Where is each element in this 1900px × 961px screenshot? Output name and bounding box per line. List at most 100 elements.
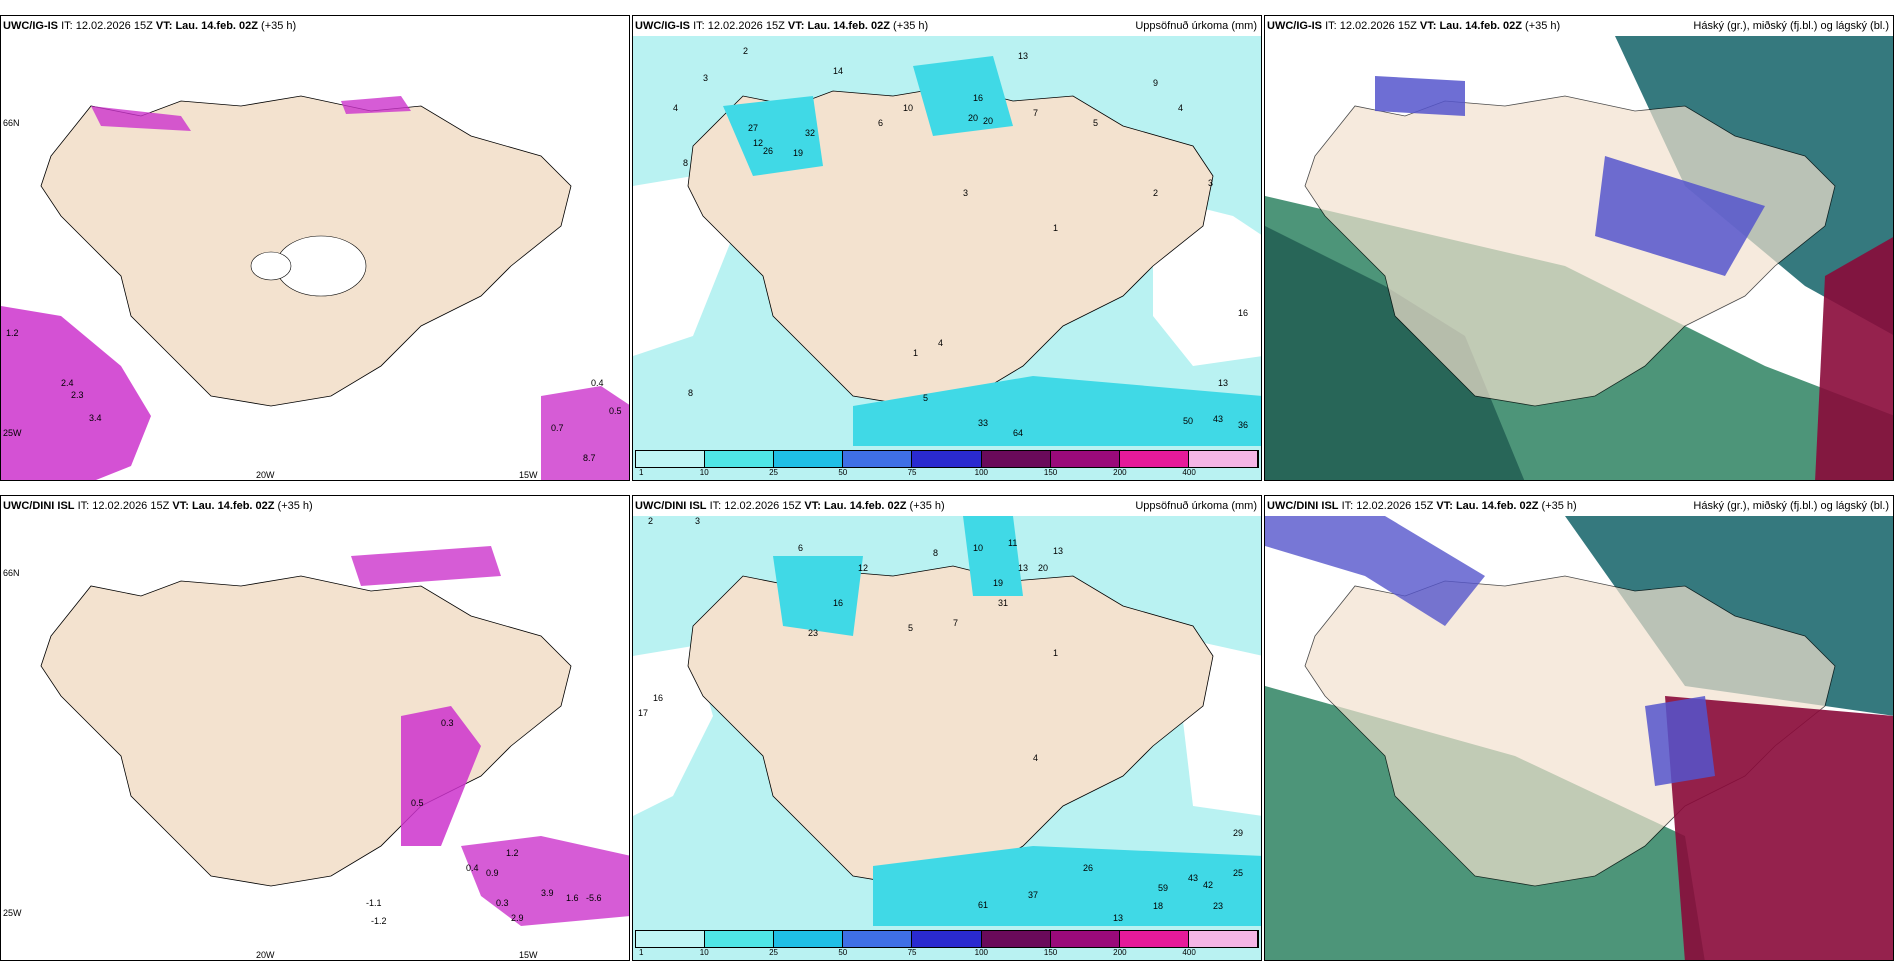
- value-label: 1.2: [6, 328, 19, 338]
- value-label: 5: [908, 623, 913, 633]
- value-label: 20: [1038, 563, 1048, 573]
- value-label: 20: [983, 116, 993, 126]
- precip-area: [351, 546, 501, 586]
- value-label: 0.9: [486, 868, 499, 878]
- cloud-mid: [1375, 76, 1465, 116]
- value-label: 6: [798, 543, 803, 553]
- value-label: 3.4: [89, 413, 102, 423]
- value-label: 23: [808, 628, 818, 638]
- lon-label: 15W: [519, 470, 538, 480]
- lat-label: 66N: [3, 568, 20, 578]
- value-label: 14: [833, 66, 843, 76]
- value-label: 13: [1018, 51, 1028, 61]
- value-label: 16: [973, 93, 983, 103]
- scale-tick: 400: [1182, 948, 1196, 957]
- value-label: 8: [688, 388, 693, 398]
- scale-tick: 100: [974, 948, 988, 957]
- value-label: 64: [1013, 428, 1023, 438]
- panel-igis-precip: UWC/IG-IS IT: 12.02.2026 15Z VT: Lau. 14…: [632, 15, 1262, 481]
- value-label: 5: [1093, 118, 1098, 128]
- value-label: 10: [903, 103, 913, 113]
- precip-area: [913, 56, 1013, 136]
- value-label: 13: [1018, 563, 1028, 573]
- value-label: 1: [1053, 223, 1058, 233]
- wind-map: 1.2 2.4 2.3 3.4 0.4 0.5 0.7 8.7 66N 25W …: [1, 36, 629, 480]
- precip-area: [91, 106, 191, 131]
- precip-area: [963, 516, 1023, 596]
- value-label: 0.5: [609, 406, 622, 416]
- lon-label: 20W: [256, 950, 275, 960]
- value-label: 6: [878, 118, 883, 128]
- value-label: 18: [1153, 901, 1163, 911]
- value-label: 1.2: [506, 848, 519, 858]
- lon-label: 20W: [256, 470, 275, 480]
- precip-area: [723, 96, 823, 176]
- panel-subtitle: Uppsöfnuð úrkoma (mm): [1135, 20, 1257, 32]
- value-label: 3.9: [541, 888, 554, 898]
- value-label: 23: [1213, 901, 1223, 911]
- cloud-dark: [1265, 226, 1525, 480]
- scale-tick: 1: [639, 468, 644, 477]
- value-label: 0.4: [466, 863, 479, 873]
- value-label: 32: [805, 128, 815, 138]
- value-label: 8: [683, 158, 688, 168]
- value-label: 7: [1033, 108, 1038, 118]
- value-label: 4: [938, 338, 943, 348]
- precip-area: [1, 306, 151, 480]
- wind-map: 0.3 0.5 0.4 0.9 1.2 3.9 1.6 -5.6 2.9 0.3…: [1, 516, 629, 960]
- value-label: -5.6: [586, 893, 602, 903]
- value-label: 5: [923, 393, 928, 403]
- panel-header: UWC/IG-IS IT: 12.02.2026 15Z VT: Lau. 14…: [3, 20, 297, 32]
- value-label: 26: [1083, 863, 1093, 873]
- value-label: -1.2: [371, 916, 387, 926]
- scale-tick: 150: [1043, 948, 1058, 957]
- value-label: 3: [703, 73, 708, 83]
- value-label: 4: [673, 103, 678, 113]
- value-label: 2: [648, 516, 653, 526]
- value-label: 2.9: [511, 913, 524, 923]
- value-label: 19: [793, 148, 803, 158]
- value-label: 19: [993, 578, 1003, 588]
- value-label: 1: [1053, 648, 1058, 658]
- value-label: 25: [1233, 868, 1243, 878]
- panel-dini-wind: UWC/DINI ISL IT: 12.02.2026 15Z VT: Lau.…: [0, 495, 630, 961]
- panel-header: UWC/DINI ISL IT: 12.02.2026 15Z VT: Lau.…: [1265, 496, 1893, 516]
- value-label: 16: [653, 693, 663, 703]
- value-label: 43: [1213, 414, 1223, 424]
- cloud-map: [1265, 516, 1893, 960]
- value-label: 2: [1153, 188, 1158, 198]
- value-label: 17: [638, 708, 648, 718]
- precip-color-scale: 1 10 25 50 75 100 150 200 400: [635, 450, 1259, 477]
- value-label: 2: [743, 46, 748, 56]
- scale-tick: 1: [639, 948, 644, 957]
- land-iceland: [687, 565, 1214, 887]
- precip-area: [341, 96, 411, 114]
- value-label: 2.4: [61, 378, 74, 388]
- panel-header: UWC/IG-IS IT: 12.02.2026 15Z VT: Lau. 14…: [1265, 16, 1893, 36]
- panel-header: UWC/DINI ISL IT: 12.02.2026 15Z VT: Lau.…: [633, 496, 1261, 516]
- value-label: 8.7: [583, 453, 596, 463]
- value-label: 13: [1053, 546, 1063, 556]
- land-iceland: [40, 575, 572, 887]
- value-label: 0.7: [551, 423, 564, 433]
- precip-area: [853, 376, 1261, 446]
- lon-label: 25W: [3, 908, 22, 918]
- value-label: 59: [1158, 883, 1168, 893]
- scale-tick: 150: [1043, 468, 1058, 477]
- panel-subtitle: Uppsöfnuð úrkoma (mm): [1135, 500, 1257, 512]
- scale-bar: [635, 450, 1259, 468]
- cloud-mid: [1265, 516, 1485, 626]
- value-label: 3: [695, 516, 700, 526]
- scale-tick: 200: [1113, 948, 1127, 957]
- value-label: 4: [1178, 103, 1183, 113]
- precip-map: 2 14 13 12 8 3 4 27 32 26 19 10 6 16 20 …: [633, 36, 1261, 480]
- precip-map: 2 3 6 8 12 10 11 13 20 13 5 19 23 16 31 …: [633, 516, 1261, 960]
- precip-area: [873, 846, 1261, 926]
- value-label: 36: [1238, 420, 1248, 430]
- value-label: 3: [963, 188, 968, 198]
- panel-header: UWC/DINI ISL IT: 12.02.2026 15Z VT: Lau.…: [3, 500, 313, 512]
- cloud-low: [1665, 696, 1893, 960]
- value-label: 50: [1183, 416, 1193, 426]
- precip-area: [461, 836, 629, 926]
- value-label: 43: [1188, 873, 1198, 883]
